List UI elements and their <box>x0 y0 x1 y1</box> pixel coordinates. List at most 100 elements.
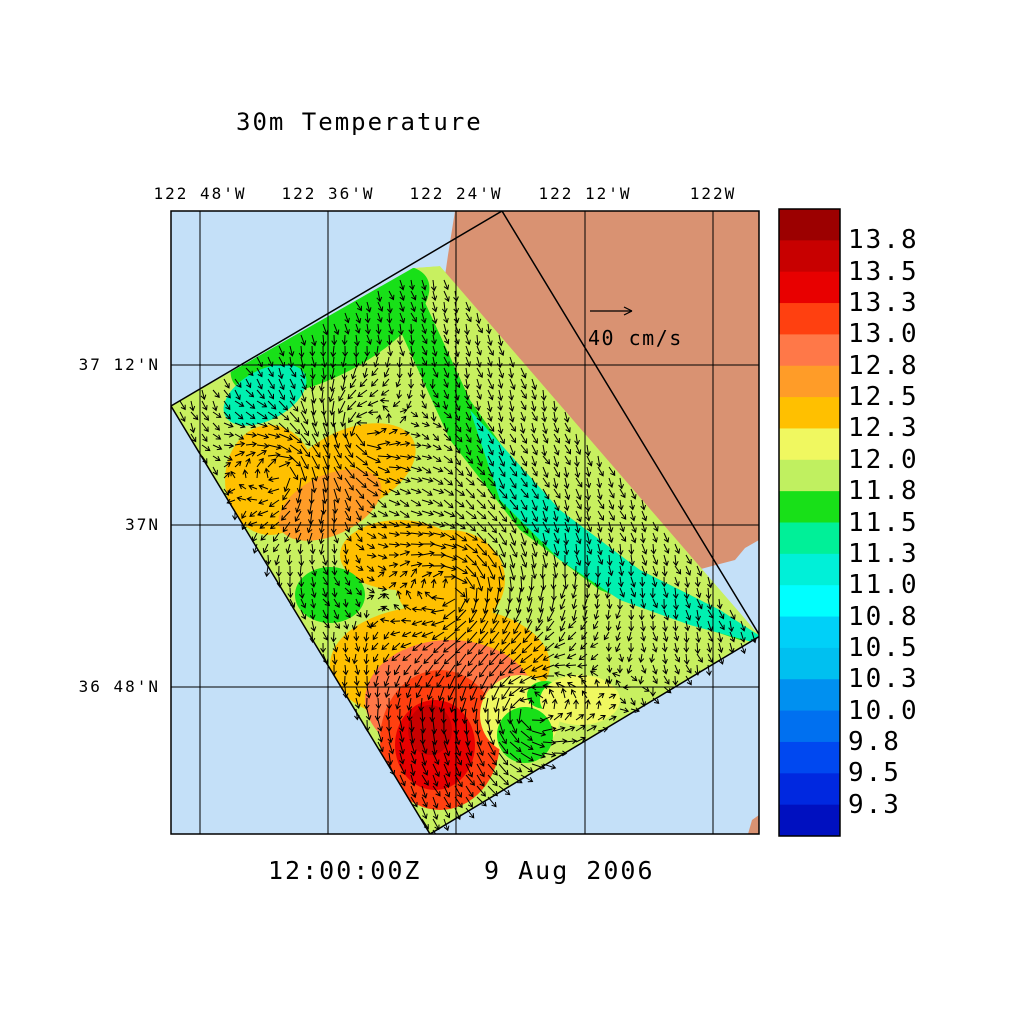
current-vector <box>509 763 523 773</box>
current-vector <box>568 620 577 629</box>
current-vector <box>550 576 557 590</box>
current-vector <box>377 741 384 753</box>
current-vector <box>465 400 472 410</box>
current-vector <box>432 488 445 495</box>
current-vector <box>288 356 294 369</box>
current-vector <box>575 554 582 566</box>
current-vector <box>597 543 603 556</box>
current-vector <box>584 699 591 710</box>
current-vector <box>652 554 659 566</box>
current-vector <box>542 714 554 721</box>
current-vector <box>310 356 317 368</box>
current-vector <box>410 785 417 799</box>
current-vector <box>661 565 668 577</box>
current-vector <box>256 422 268 428</box>
current-vector <box>652 642 658 653</box>
current-vector <box>355 554 361 564</box>
current-vector <box>616 664 623 674</box>
current-vector <box>330 345 337 358</box>
current-vector <box>375 323 382 335</box>
current-vector <box>520 510 528 523</box>
current-vector <box>379 617 390 623</box>
current-vector <box>353 356 360 369</box>
current-vector <box>541 400 547 412</box>
current-vector <box>695 631 702 644</box>
current-vector <box>530 674 544 681</box>
current-vector <box>476 763 485 778</box>
colorbar-label: 9.3 <box>848 789 901 820</box>
current-vector <box>476 554 488 567</box>
current-vector <box>465 433 472 444</box>
current-vector <box>453 312 460 324</box>
current-vector <box>454 576 468 584</box>
current-vector <box>586 455 593 467</box>
current-vector <box>386 334 393 346</box>
current-vector <box>355 686 361 698</box>
current-vector <box>278 461 291 468</box>
lon-label-4: 122 12'W <box>538 184 632 203</box>
current-vector <box>487 774 498 787</box>
current-vector <box>201 433 208 442</box>
current-vector <box>454 521 466 530</box>
current-vector <box>674 565 682 575</box>
current-vector <box>269 521 280 530</box>
current-vector <box>245 411 256 420</box>
current-vector <box>683 653 690 665</box>
current-vector <box>414 653 423 664</box>
current-vector <box>582 609 588 622</box>
current-vector <box>478 631 489 644</box>
current-vector <box>465 763 474 778</box>
current-vector <box>585 576 592 589</box>
current-vector <box>498 499 506 510</box>
current-vector <box>498 477 505 490</box>
current-vector <box>430 411 437 422</box>
current-vector <box>300 609 307 620</box>
current-vector <box>355 598 361 608</box>
current-vector <box>298 576 305 588</box>
current-vector <box>542 521 550 534</box>
current-vector <box>443 653 456 665</box>
current-vector <box>399 521 412 528</box>
current-vector <box>566 681 577 688</box>
current-vector <box>432 367 439 378</box>
current-vector <box>388 510 400 517</box>
current-vector <box>341 675 348 688</box>
current-vector <box>212 444 223 451</box>
current-vector <box>223 442 235 449</box>
current-vector <box>520 532 527 546</box>
current-vector <box>694 642 701 655</box>
current-vector <box>628 543 635 555</box>
current-vector <box>329 378 336 393</box>
current-vector <box>201 411 210 421</box>
current-vector <box>547 609 555 623</box>
current-vector <box>542 422 548 435</box>
current-vector <box>629 554 635 567</box>
current-vector <box>241 510 247 520</box>
current-vector <box>410 551 424 558</box>
current-vector <box>443 433 452 442</box>
map-frame <box>170 210 760 835</box>
lon-label-5: 122W <box>689 184 737 203</box>
current-vector <box>300 411 309 425</box>
current-vector <box>355 510 362 522</box>
current-vector <box>396 356 403 369</box>
current-vector <box>338 389 346 402</box>
current-vector <box>366 576 375 582</box>
current-vector <box>408 334 415 346</box>
current-vector <box>465 774 475 786</box>
current-vector <box>443 510 456 518</box>
current-vector <box>355 444 368 456</box>
current-vector <box>361 356 368 368</box>
current-vector <box>652 532 658 543</box>
current-vector <box>238 484 247 490</box>
current-vector <box>399 499 410 507</box>
current-vector <box>685 565 692 576</box>
current-vector <box>454 422 462 433</box>
current-vector <box>431 595 445 601</box>
current-vector <box>474 334 481 347</box>
current-vector <box>662 587 669 599</box>
current-vector <box>487 334 493 347</box>
colorbar-block <box>779 459 840 492</box>
current-vector <box>498 653 511 665</box>
current-vector <box>606 598 613 610</box>
